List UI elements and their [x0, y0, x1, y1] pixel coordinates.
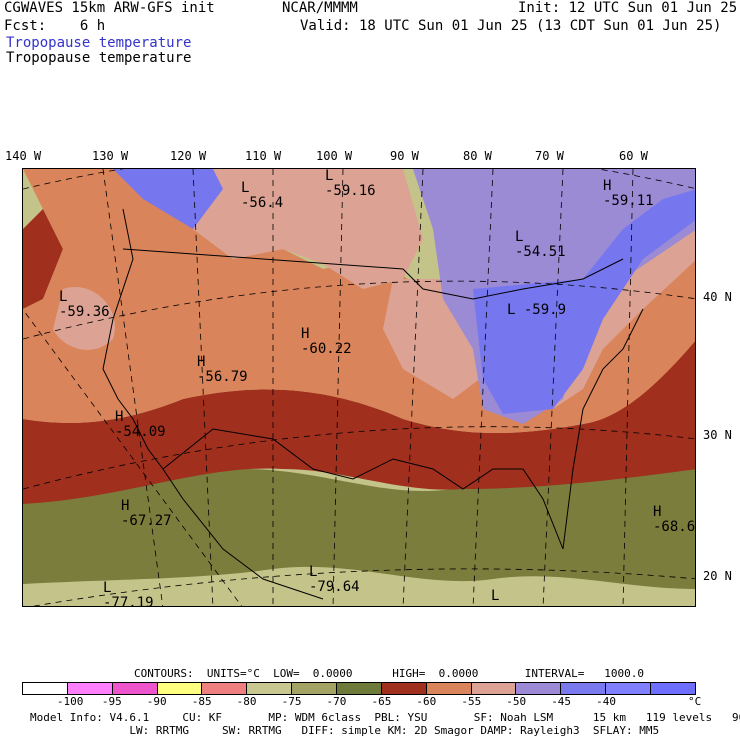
lon-label: 80 W — [463, 149, 492, 163]
lat-line-40 — [23, 280, 695, 340]
low-center-marker: L -79.64 — [309, 564, 360, 595]
lon-label: 140 W — [5, 149, 42, 163]
legend-swatch — [381, 683, 427, 694]
low-center-marker: L -59.16 — [325, 168, 376, 199]
field-title: Tropopause temperature — [6, 50, 192, 66]
high-center-marker: H -67.27 — [121, 498, 172, 529]
lon-label: 110 W — [245, 149, 282, 163]
legend-tick-label: -50 — [506, 695, 527, 708]
band-blue-ne — [473, 189, 695, 414]
band-blue-nw — [113, 169, 223, 229]
lon-line-90 — [402, 169, 424, 606]
legend-tick-label: -55 — [461, 695, 482, 708]
contours-info: CONTOURS: UNITS=°C LOW= 0.0000 HIGH= 0.0… — [134, 667, 644, 680]
lon-label: 70 W — [535, 149, 564, 163]
legend-swatch — [516, 683, 562, 694]
model-title: CGWAVES 15km ARW-GFS init — [4, 0, 215, 16]
legend-tick-label: -85 — [191, 695, 212, 708]
legend-swatch — [67, 683, 113, 694]
lon-line-120 — [102, 169, 164, 606]
band-dark-red-west — [23, 209, 63, 309]
lon-label: 60 W — [619, 149, 648, 163]
legend-swatch — [471, 683, 517, 694]
low-center-marker: L -77.19 — [103, 580, 154, 607]
legend-swatch — [23, 683, 68, 694]
us-canada-border — [122, 248, 624, 300]
lon-line-80 — [472, 169, 494, 606]
lon-line-70 — [542, 169, 564, 606]
boundaries — [102, 208, 644, 600]
legend-swatch — [337, 683, 382, 694]
legend-swatch — [651, 683, 695, 694]
lat-label: 30 N — [703, 428, 732, 442]
mexico-coast — [182, 498, 324, 600]
high-center-marker: H -59.11 — [603, 178, 654, 209]
lat-line-30 — [23, 426, 695, 490]
band-dark-red — [23, 331, 695, 504]
low-center-marker: L — [491, 588, 500, 604]
lon-label: 130 W — [92, 149, 129, 163]
legend-tick-label: -90 — [146, 695, 167, 708]
lon-line-100 — [332, 169, 344, 606]
lon-line-130 — [23, 309, 243, 606]
high-center-marker: H -60.22 — [301, 326, 352, 357]
lon-label: 100 W — [316, 149, 353, 163]
legend-swatch — [292, 683, 338, 694]
high-center-marker: H -56.79 — [197, 354, 248, 385]
east-coast — [562, 308, 644, 550]
map-canvas — [23, 169, 695, 606]
legend-swatch — [561, 683, 607, 694]
legend-tick-label: -45 — [551, 695, 572, 708]
lat-label: 40 N — [703, 290, 732, 304]
legend-tick-label: -75 — [281, 695, 302, 708]
low-center-marker: L -59.36 — [59, 289, 110, 320]
color-legend — [22, 682, 696, 695]
init-time: Init: 12 UTC Sun 01 Jun 25 — [518, 0, 738, 16]
lon-label: 90 W — [390, 149, 419, 163]
legend-tick-label: -60 — [416, 695, 437, 708]
legend-tick-label: -100 — [56, 695, 84, 708]
gulf-coast — [162, 428, 564, 550]
legend-swatch — [426, 683, 472, 694]
organization: NCAR/MMMM — [282, 0, 358, 16]
lon-line-115 — [192, 169, 214, 606]
legend-tick-label: -80 — [236, 695, 257, 708]
legend-swatch — [247, 683, 293, 694]
lon-label: 120 W — [170, 149, 207, 163]
forecast-hour: Fcst: 6 h — [4, 18, 106, 34]
legend-tick-label: -70 — [326, 695, 347, 708]
band-pink-west — [53, 287, 115, 350]
legend-tick-label: -40 — [596, 695, 616, 708]
high-center-marker: H -54.09 — [115, 409, 166, 440]
lon-line-60 — [622, 169, 634, 606]
legend-swatch — [202, 683, 248, 694]
field-title-blue: Tropopause temperature — [6, 35, 192, 51]
lat-label: 20 N — [703, 569, 732, 583]
graticule — [23, 169, 695, 606]
high-center-marker: H -68.6 — [653, 504, 696, 535]
low-center-marker: L -54.51 — [515, 229, 566, 260]
legend-swatch — [112, 683, 158, 694]
tropopause-temperature-map: L -56.4 L -59.16 H -59.11 L -54.51 L -59.36 H… — [22, 168, 696, 607]
legend-tick-label: -65 — [371, 695, 392, 708]
model-info-line2: LW: RRTMG SW: RRTMG DIFF: simple KM: 2D … — [30, 724, 660, 737]
legend-swatch — [157, 683, 203, 694]
legend-tick-label: -95 — [101, 695, 122, 708]
model-info-line1: Model Info: V4.6.1 CU: KF MP: WDM 6class… — [30, 711, 740, 724]
low-center-marker: L -59.9 — [507, 302, 567, 318]
west-coast — [102, 208, 184, 500]
low-center-marker: L -56.4 — [241, 180, 284, 211]
valid-time: Valid: 18 UTC Sun 01 Jun 25 (13 CDT Sun … — [300, 18, 722, 34]
legend-unit: °C — [688, 695, 702, 708]
legend-swatch — [606, 683, 652, 694]
